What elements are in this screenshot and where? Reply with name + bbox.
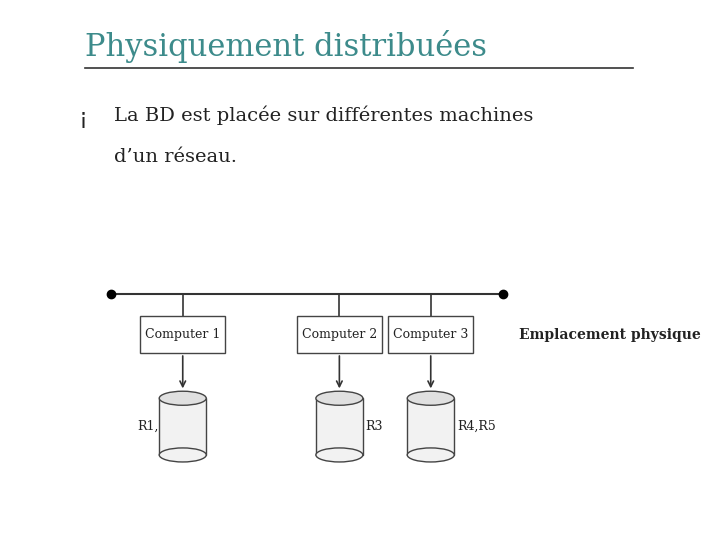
FancyBboxPatch shape xyxy=(388,316,473,353)
Bar xyxy=(408,399,454,455)
Text: d’un réseau.: d’un réseau. xyxy=(114,148,237,166)
FancyBboxPatch shape xyxy=(297,316,382,353)
Bar xyxy=(316,399,363,455)
Ellipse shape xyxy=(408,391,454,405)
Ellipse shape xyxy=(159,448,206,462)
Ellipse shape xyxy=(316,391,363,405)
Text: La BD est placée sur différentes machines: La BD est placée sur différentes machine… xyxy=(114,105,534,125)
Text: R1,R2: R1,R2 xyxy=(137,420,176,433)
Text: Computer 2: Computer 2 xyxy=(302,328,377,341)
Ellipse shape xyxy=(159,391,206,405)
Bar xyxy=(159,399,206,455)
Text: ¡: ¡ xyxy=(78,108,87,128)
Ellipse shape xyxy=(408,448,454,462)
Ellipse shape xyxy=(316,448,363,462)
Text: Emplacement physique: Emplacement physique xyxy=(519,328,701,342)
FancyBboxPatch shape xyxy=(140,316,225,353)
Text: Computer 3: Computer 3 xyxy=(393,328,469,341)
Text: Computer 1: Computer 1 xyxy=(145,328,220,341)
Text: R4,R5: R4,R5 xyxy=(457,420,495,433)
Text: Physiquement distribuées: Physiquement distribuées xyxy=(85,30,487,63)
Text: R3: R3 xyxy=(366,420,383,433)
